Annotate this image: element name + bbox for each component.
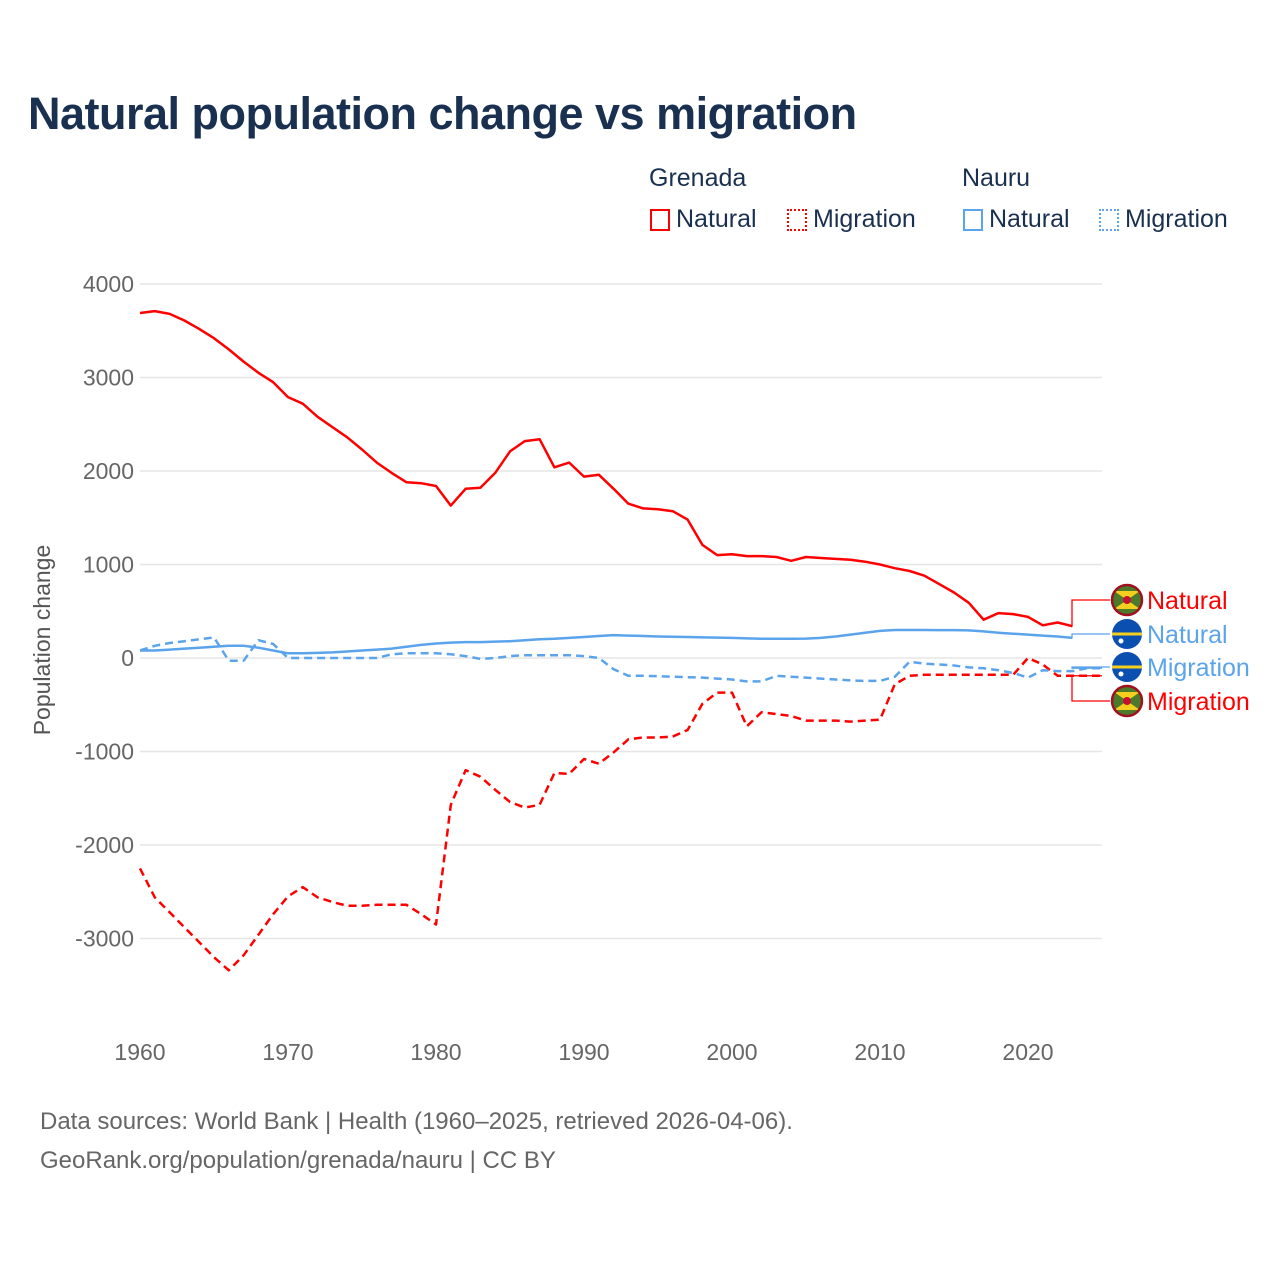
end-label: Natural <box>1147 621 1228 649</box>
x-tick-label: 2000 <box>706 1039 757 1065</box>
legend-group-grenada: Grenada <box>649 164 747 192</box>
x-tick-label: 1970 <box>262 1039 313 1065</box>
legend-label: Migration <box>813 205 916 233</box>
x-tick-label: 1960 <box>114 1039 165 1065</box>
label-connector <box>1071 675 1110 702</box>
x-tick-label: 1980 <box>410 1039 461 1065</box>
legend-label: Natural <box>676 205 757 233</box>
series-line-grenada-migration <box>138 656 1102 972</box>
legend-group-nauru: Nauru <box>962 164 1031 192</box>
end-label: Migration <box>1147 688 1250 716</box>
legend-label: Migration <box>1125 205 1228 233</box>
legend-item-grenada-natural[interactable]: Natural <box>650 205 757 234</box>
footer-sources: Data sources: World Bank | Health (1960–… <box>40 1108 793 1135</box>
flag-grenada-icon <box>1110 684 1144 718</box>
label-connector <box>1071 666 1110 669</box>
y-tick-label: 4000 <box>83 271 134 297</box>
legend-swatch <box>963 208 983 231</box>
flag-nauru-icon <box>1112 652 1142 682</box>
y-tick-label: -3000 <box>75 926 134 952</box>
end-label: Migration <box>1147 654 1250 682</box>
x-tick-label: 1990 <box>558 1039 609 1065</box>
footer-link[interactable]: GeoRank.org/population/grenada/nauru | C… <box>40 1147 556 1174</box>
label-connector <box>1071 599 1110 627</box>
x-tick-label: 2010 <box>854 1039 905 1065</box>
label-connector <box>1071 633 1110 639</box>
legend-swatch <box>650 208 670 231</box>
y-tick-label: -2000 <box>75 832 134 858</box>
plot-area: 4000 3000 2000 1000 0 -1000 -2000 -3000 1960 1970… <box>29 271 1250 1065</box>
y-tick-label: 3000 <box>83 365 134 391</box>
legend-swatch <box>1099 208 1119 231</box>
legend-item-grenada-migration[interactable]: Migration <box>787 205 916 234</box>
flag-nauru-icon <box>1112 619 1142 649</box>
legend-swatch <box>787 208 807 231</box>
y-tick-label: 1000 <box>83 552 134 578</box>
series-line-grenada-natural <box>139 309 1073 628</box>
y-tick-label: -1000 <box>75 739 134 765</box>
series-line-nauru-migration <box>139 636 1102 683</box>
flag-grenada-icon <box>1110 583 1144 617</box>
y-tick-label: 2000 <box>83 458 134 484</box>
legend-label: Natural <box>989 205 1070 233</box>
legend-item-nauru-migration[interactable]: Migration <box>1099 205 1228 234</box>
legend-item-nauru-natural[interactable]: Natural <box>963 205 1070 234</box>
series-line-nauru-natural <box>140 628 1073 655</box>
chart-title: Natural population change vs migration <box>28 88 857 139</box>
y-axis-label: Population change <box>29 545 55 736</box>
end-label: Natural <box>1147 587 1228 615</box>
x-tick-label: 2020 <box>1002 1039 1053 1065</box>
y-tick-label: 0 <box>121 645 134 671</box>
